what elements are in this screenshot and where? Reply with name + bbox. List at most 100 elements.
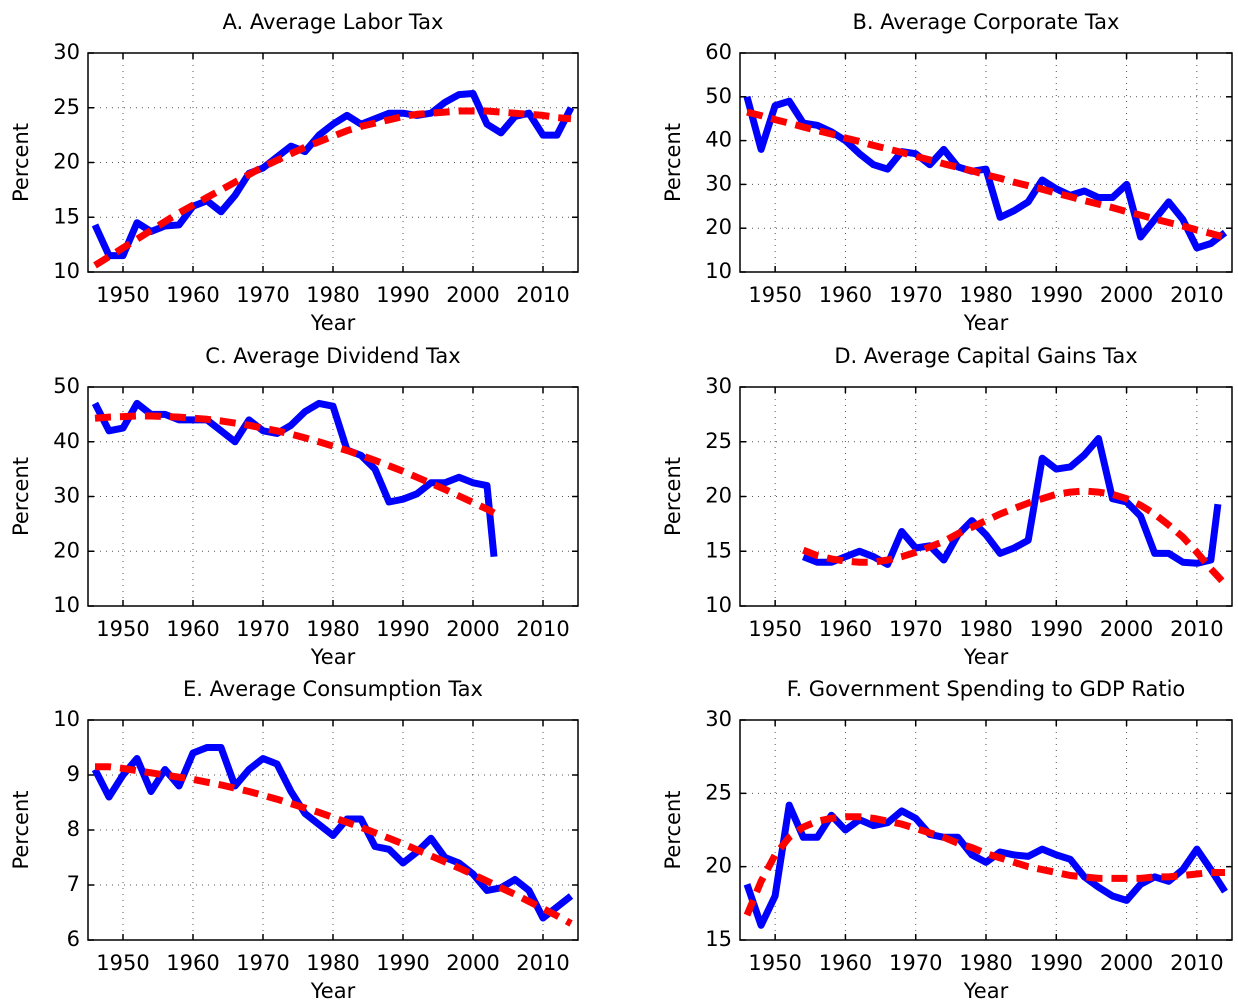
x-tick-label: 2000 [446,617,499,641]
x-tick-label: 1980 [959,283,1012,307]
x-tick-label: 1950 [96,951,149,975]
x-tick-label: 1950 [748,951,801,975]
x-tick-label: 1990 [1030,617,1083,641]
chart-title: D. Average Capital Gains Tax [834,344,1137,368]
chart-title: C. Average Dividend Tax [205,344,460,368]
y-tick-label: 30 [53,40,80,64]
subplot: 1950 1960 1970 1980 1990 2000 2010 6 7 8 9 10 E. Ave… [9,677,579,1003]
y-tick-label: 10 [705,593,732,617]
chart-title: E. Average Consumption Tax [183,677,483,701]
x-tick-label: 2010 [516,951,569,975]
x-tick-label: 1990 [376,951,429,975]
x-tick-label: 1980 [306,617,359,641]
data-line [91,399,498,558]
y-tick-label: 10 [53,707,80,731]
y-tick-label: 30 [705,707,732,731]
x-tick-label: 2010 [1170,951,1223,975]
y-tick-label: 8 [67,817,80,841]
x-tick-label: 2000 [1100,617,1153,641]
y-tick-label: 40 [53,429,80,453]
y-tick-label: 25 [53,95,80,119]
x-tick-label: 1990 [1030,951,1083,975]
data-line [95,763,573,927]
x-tick-label: 1980 [306,951,359,975]
chart-title: F. Government Spending to GDP Ratio [787,677,1186,701]
x-axis-label: Year [310,311,356,335]
y-tick-label: 50 [705,84,732,108]
y-tick-label: 9 [67,762,80,786]
x-tick-label: 2000 [446,283,499,307]
y-tick-label: 30 [705,171,732,195]
x-axis-label: Year [310,979,356,1003]
y-axis-label: Percent [9,790,33,869]
y-tick-label: 20 [53,150,80,174]
x-tick-label: 1970 [889,283,942,307]
x-tick-label: 1970 [889,951,942,975]
y-tick-label: 25 [705,780,732,804]
x-tick-label: 2010 [516,617,569,641]
y-tick-label: 30 [705,374,732,398]
y-tick-label: 20 [705,215,732,239]
data-line [746,108,1226,241]
x-axis-label: Year [963,311,1009,335]
data-line [802,435,1222,568]
x-tick-label: 1970 [889,617,942,641]
x-tick-label: 2000 [1100,951,1153,975]
subplot: 1950 1960 1970 1980 1990 2000 20101015202530A.… [9,10,579,335]
x-tick-label: 1970 [236,617,289,641]
plot-frame [739,386,1233,607]
plot-frame [739,52,1233,273]
y-axis-label: Percent [661,123,685,202]
x-tick-label: 1950 [96,283,149,307]
data-line [743,813,1225,917]
x-tick-label: 1960 [166,951,219,975]
x-tick-label: 1950 [748,283,801,307]
data-line [91,90,575,260]
y-tick-label: 40 [705,128,732,152]
x-tick-label: 1980 [959,617,1012,641]
subplot: 1950 1960 1970 1980 1990 2000 2010102030405060… [661,10,1233,335]
x-tick-label: 1960 [819,951,872,975]
y-tick-label: 30 [53,484,80,508]
x-tick-label: 1990 [376,283,429,307]
x-tick-label: 1950 [748,617,801,641]
x-tick-label: 1990 [1030,283,1083,307]
x-tick-label: 2010 [516,283,569,307]
x-tick-label: 1990 [376,617,429,641]
chart-title: B. Average Corporate Tax [853,10,1120,34]
x-axis-label: Year [310,645,356,669]
x-tick-label: 1970 [236,951,289,975]
y-tick-label: 7 [67,872,80,896]
plot-frame [739,719,1233,941]
y-tick-label: 25 [705,429,732,453]
subplot: 1950 1960 1970 1980 1990 2000 2010 15 20 25 30 F. G… [661,677,1233,1003]
y-tick-label: 15 [705,927,732,951]
x-tick-label: 1960 [819,617,872,641]
data-line [91,744,574,922]
x-tick-label: 2010 [1170,283,1223,307]
y-axis-label: Percent [661,457,685,536]
x-tick-label: 1960 [166,283,219,307]
subplot: 1950 1960 1970 1980 1990 2000 20101015202530D.… [661,344,1233,669]
y-tick-label: 10 [53,259,80,283]
plot-frame [87,52,579,273]
y-tick-label: 10 [705,259,732,283]
x-axis-label: Year [963,645,1009,669]
y-tick-label: 20 [53,538,80,562]
y-tick-label: 15 [53,204,80,228]
y-tick-label: 50 [53,374,80,398]
plot-frame [87,719,579,941]
y-tick-label: 20 [705,854,732,878]
chart-title: A. Average Labor Tax [223,10,444,34]
y-axis-label: Percent [9,123,33,202]
y-tick-label: 6 [67,927,80,951]
data-line [743,801,1228,929]
x-tick-label: 1980 [959,951,1012,975]
y-tick-label: 15 [705,538,732,562]
y-axis-label: Percent [661,790,685,869]
x-tick-label: 1950 [96,617,149,641]
x-tick-label: 2010 [1170,617,1223,641]
x-tick-label: 2000 [1100,283,1153,307]
y-axis-label: Percent [9,457,33,536]
